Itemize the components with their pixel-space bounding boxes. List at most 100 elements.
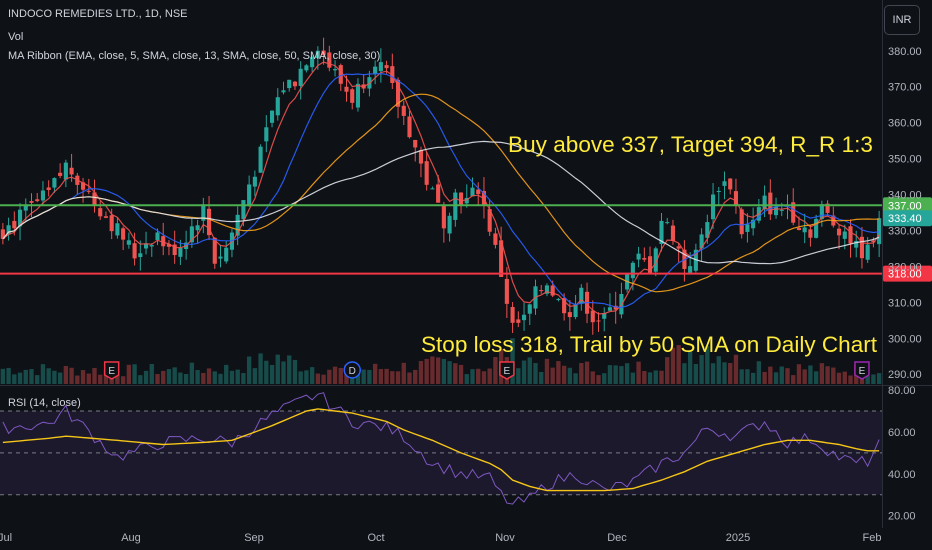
candle <box>212 237 217 269</box>
volume-bar <box>166 369 172 384</box>
candle <box>642 247 647 262</box>
candle <box>103 211 109 219</box>
rsi-ma-line <box>2 408 880 492</box>
volume-bar <box>785 368 790 384</box>
buy-level-tag: 337.00 <box>883 197 932 214</box>
volume-bar <box>819 363 825 384</box>
volume-bar <box>762 371 767 384</box>
rsi-legend: RSI (14, close) <box>8 397 81 409</box>
candle <box>716 186 721 206</box>
stop-annotation[interactable]: Stop loss 318, Trail by 50 SMA on Daily … <box>421 332 877 357</box>
volume-bar <box>836 372 842 384</box>
volume-bar <box>115 374 120 384</box>
candle <box>516 311 521 328</box>
candle <box>808 225 813 247</box>
candle <box>791 188 796 226</box>
volume-bar <box>269 364 275 384</box>
earnings-event-icon[interactable]: E <box>854 361 870 380</box>
volume-bar <box>705 346 710 384</box>
volume-bar <box>521 360 527 384</box>
volume-bar <box>413 369 418 384</box>
svg-text:E: E <box>504 366 511 377</box>
volume-bar <box>590 371 595 384</box>
volume-bar <box>539 371 544 384</box>
volume-bar <box>120 376 126 384</box>
price-tick-label: 330.00 <box>888 225 922 237</box>
volume-bar <box>476 368 481 384</box>
volume-bar <box>304 370 309 384</box>
volume-bar <box>63 365 69 384</box>
candle <box>390 53 395 89</box>
candle <box>287 79 292 92</box>
volume-bar <box>561 365 567 384</box>
candle <box>224 241 229 264</box>
volume-bar <box>287 355 292 384</box>
earnings-event-icon[interactable]: E <box>499 361 515 380</box>
price-tick-label: 310.00 <box>888 297 922 309</box>
candle <box>665 217 670 225</box>
volume-bar <box>464 374 469 384</box>
ma-ribbon-legend: MA Ribbon (EMA, close, 5, SMA, close, 13… <box>8 50 381 62</box>
candle <box>756 198 761 224</box>
candle <box>430 186 435 190</box>
candle <box>52 177 57 193</box>
volume-bar <box>745 369 750 384</box>
candle <box>149 243 154 257</box>
candle <box>258 144 263 173</box>
rsi-tick-label: 20.00 <box>888 511 916 523</box>
volume-bar <box>848 375 853 384</box>
candle <box>269 110 275 128</box>
candle <box>768 179 773 221</box>
volume-bar <box>470 369 475 384</box>
price-tick-label: 350.00 <box>888 154 922 166</box>
volume-bar <box>516 368 521 384</box>
candle <box>98 201 103 220</box>
candle <box>579 284 584 311</box>
volume-bar <box>481 371 487 384</box>
candlesticks <box>0 37 882 335</box>
price-tick-label: 340.00 <box>888 190 922 202</box>
candle <box>304 64 309 73</box>
svg-text:337.00: 337.00 <box>888 200 922 212</box>
volume-bar <box>132 364 137 384</box>
volume-bar <box>527 357 532 384</box>
candle <box>802 213 807 244</box>
volume-bar <box>802 369 807 384</box>
sma-13-line <box>2 72 880 309</box>
volume-bar <box>178 372 183 384</box>
volume-bar <box>390 371 395 384</box>
volume-bar <box>206 368 212 384</box>
volume-bar <box>327 369 332 384</box>
candle <box>647 246 653 274</box>
buy-annotation[interactable]: Buy above 337, Target 394, R_R 1:3 <box>508 132 873 157</box>
volume-bar <box>17 372 23 384</box>
volume-bar <box>384 368 389 384</box>
volume-bar <box>728 362 733 384</box>
stop-level-tag: 318.00 <box>883 265 932 282</box>
dividend-event-icon[interactable]: D <box>343 361 361 379</box>
candle <box>355 78 361 112</box>
svg-text:E: E <box>108 366 115 377</box>
volume-bar <box>149 364 154 384</box>
currency-button[interactable]: INR <box>884 5 920 35</box>
candle <box>6 217 11 241</box>
volume-bar <box>739 369 744 384</box>
volume-bar <box>235 369 240 384</box>
candle <box>447 212 452 242</box>
candle <box>613 291 618 324</box>
candle <box>264 115 269 153</box>
volume-bar <box>682 363 687 384</box>
candle <box>292 80 298 90</box>
volume-bar <box>722 362 727 384</box>
candle <box>659 212 664 252</box>
candle <box>201 197 206 234</box>
candle <box>619 282 624 319</box>
volume-bar <box>750 372 756 384</box>
volume-bar <box>619 366 624 384</box>
volume-bar <box>0 368 6 384</box>
candle <box>35 192 40 203</box>
candle <box>75 173 80 195</box>
earnings-event-icon[interactable]: E <box>103 361 120 380</box>
candle <box>476 182 481 205</box>
